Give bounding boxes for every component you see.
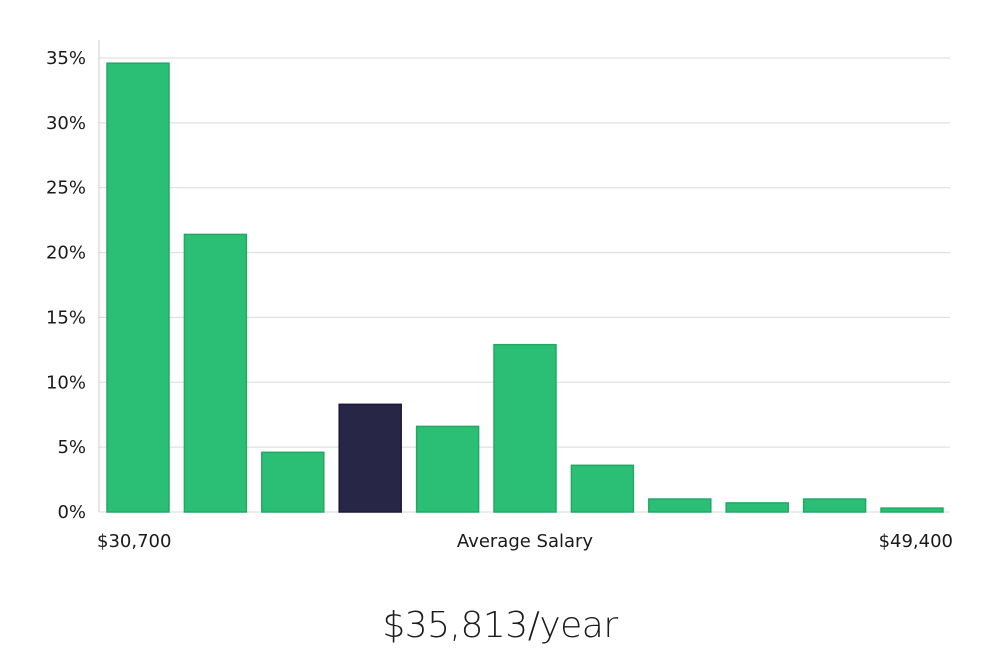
y-tick-label: 20% xyxy=(46,243,86,264)
y-tick-label: 30% xyxy=(46,113,86,134)
bar xyxy=(649,499,711,512)
y-tick-labels: 0% 5% 10% 15% 20% 25% 30% 35% xyxy=(46,48,86,523)
bar xyxy=(571,465,633,512)
x-min-label: $30,700 xyxy=(97,531,171,552)
average-salary-value: $35,813/year xyxy=(0,608,1000,644)
bars xyxy=(107,63,943,512)
y-tick-label: 0% xyxy=(57,502,86,523)
x-axis-title: Average Salary xyxy=(457,531,594,552)
y-tick-label: 25% xyxy=(46,178,86,199)
salary-histogram: 0% 5% 10% 15% 20% 25% 30% 35% $30,700 Average S… xyxy=(0,0,1000,600)
x-max-label: $49,400 xyxy=(879,531,953,552)
bar xyxy=(494,345,556,512)
y-tick-label: 10% xyxy=(46,372,86,393)
bar xyxy=(184,234,246,512)
bar xyxy=(726,503,788,512)
bar-highlighted xyxy=(339,404,401,512)
bar xyxy=(107,63,169,512)
y-tick-label: 5% xyxy=(57,437,86,458)
y-tick-label: 35% xyxy=(46,48,86,69)
bar xyxy=(804,499,866,512)
y-tick-label: 15% xyxy=(46,307,86,328)
bar xyxy=(881,508,943,512)
bar xyxy=(262,452,324,512)
bar xyxy=(417,426,479,512)
